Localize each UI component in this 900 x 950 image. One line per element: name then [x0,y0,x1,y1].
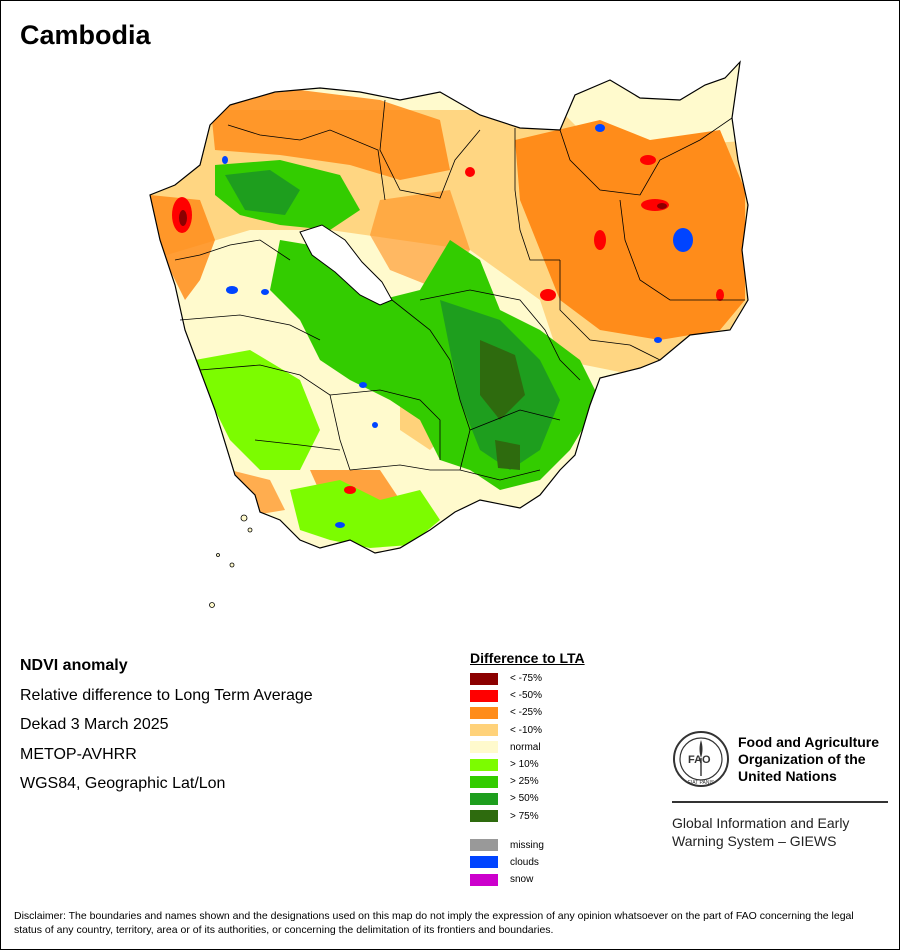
legend-class-item: < -75% [470,670,585,687]
anomaly-raster [150,62,748,553]
zone-strong-greening-north [225,170,300,215]
cloud-patches [222,124,693,528]
fao-emblem-motto: FIAT PANIS [688,780,715,786]
legend-extra-label: snow [510,874,534,886]
legend-class-label: < -10% [510,724,542,736]
legend-title: Difference to LTA [470,650,585,666]
province-boundaries [174,99,745,481]
legend-class-item: > 25% [470,773,585,790]
legend-class-item: normal [470,739,585,756]
disclaimer: Disclaimer: The boundaries and names sho… [14,910,854,936]
zone-north-deficit [210,90,450,180]
legend-extra-swatch [470,839,498,852]
islands [209,514,253,608]
legend-class-swatch [470,758,498,771]
legend-classes: < -75% < -50% < -25% < -10% normal > 10% > 25%… [470,670,585,825]
fao-emblem-letter-f: FAO [688,754,711,766]
zone-very-strong-greening-south [495,440,520,470]
country-map [149,61,749,608]
legend-class-swatch [470,741,498,754]
info-sensor: METOP-AVHRR [20,745,137,763]
legend-extra-label: clouds [510,856,539,868]
info-period: Dekad 3 March 2025 [20,716,169,733]
info-product: NDVI anomaly [20,657,128,674]
fao-name-line-3: United Nations [738,768,837,784]
legend-class-label: < -75% [510,673,542,685]
legend-class-item: > 10% [470,756,585,773]
legend-extra-item: snow [470,871,585,888]
fao-name: Food and Agriculture Organization of the… [738,734,898,785]
fao-name-line-2: Organization of the [738,751,866,767]
zone-greening-west [195,350,320,470]
legend-extra-swatch [470,856,498,869]
giews-line-1: Global Information and Early [672,815,850,831]
legend-extra-item: clouds [470,854,585,871]
zone-very-strong-greening [480,340,525,420]
legend-class-swatch [470,775,498,788]
fao-emblem-icon: FAO FIAT PANIS [673,731,729,787]
giews-line-2: Warning System – GIEWS [672,833,837,849]
legend-class-item: < -50% [470,687,585,704]
legend: Difference to LTA < -75% < -50% < -25% < -1… [470,650,585,888]
info-description: Relative difference to Long Term Average [20,686,313,704]
legend-class-swatch [470,672,498,685]
legend-class-label: normal [510,741,541,753]
legend-class-label: < -25% [510,707,542,719]
legend-class-item: > 50% [470,790,585,807]
legend-class-swatch [470,810,498,823]
legend-class-item: > 75% [470,808,585,825]
legend-class-swatch [470,792,498,805]
legend-class-label: > 75% [510,810,539,822]
legend-extra-swatch [470,873,498,886]
fao-divider [672,801,888,803]
map-title: Cambodia [20,20,151,50]
map-info: NDVI anomaly Relative difference to Long… [20,656,313,804]
legend-class-item: < -25% [470,704,585,721]
legend-class-swatch [470,689,498,702]
legend-class-label: > 10% [510,759,539,771]
legend-class-label: > 50% [510,793,539,805]
giews-name: Global Information and Early Warning Sys… [672,814,892,850]
zone-west-deficit [150,195,215,300]
legend-extra-item: missing [470,837,585,854]
legend-extra-label: missing [510,839,544,851]
fao-name-line-1: Food and Agriculture [738,734,880,750]
legend-class-swatch [470,706,498,719]
legend-class-label: < -50% [510,690,542,702]
info-projection: WGS84, Geographic Lat/Lon [20,775,226,792]
zone-greening-south [290,480,440,548]
extreme-deficit-patches [179,203,667,226]
legend-extra: missing clouds snow [470,837,585,889]
legend-class-item: < -10% [470,722,585,739]
zone-coast-deficit [230,470,285,515]
legend-class-label: > 25% [510,776,539,788]
zone-east-deficit [515,120,745,340]
legend-class-swatch [470,724,498,737]
